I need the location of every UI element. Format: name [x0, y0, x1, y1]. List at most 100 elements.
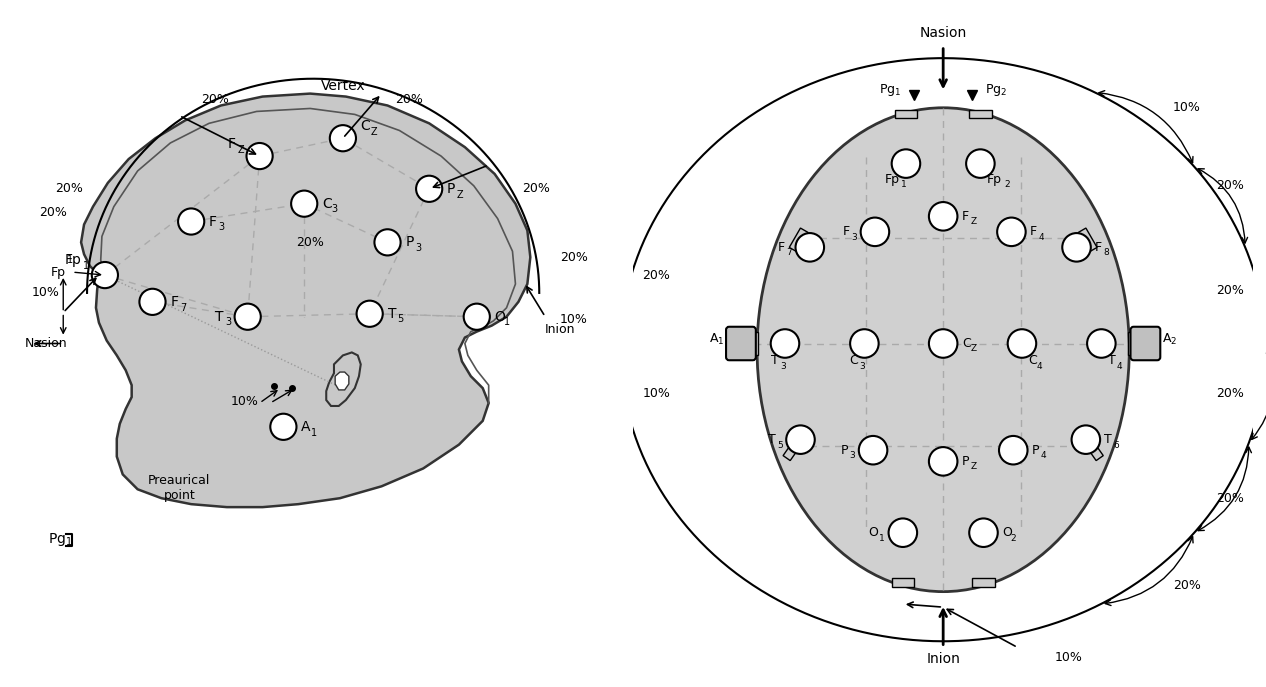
Text: 3: 3: [219, 222, 224, 232]
Circle shape: [1071, 425, 1100, 454]
Text: 4: 4: [1041, 451, 1046, 460]
Polygon shape: [1084, 438, 1103, 460]
Text: O: O: [1003, 526, 1012, 539]
Polygon shape: [789, 228, 808, 251]
Text: Pg$_2$: Pg$_2$: [985, 82, 1008, 98]
Text: F: F: [209, 214, 216, 229]
Polygon shape: [1079, 228, 1098, 251]
Text: C: C: [849, 354, 858, 368]
Text: 3: 3: [860, 362, 865, 371]
Text: F: F: [777, 241, 785, 254]
Text: P: P: [1032, 444, 1039, 457]
Text: 20%: 20%: [1217, 179, 1244, 192]
Text: 10%: 10%: [1055, 651, 1082, 664]
Text: F: F: [1095, 241, 1103, 254]
Circle shape: [1087, 329, 1115, 358]
Circle shape: [929, 447, 957, 475]
Text: Z: Z: [457, 190, 463, 199]
Text: Preaurical
point: Preaurical point: [148, 475, 210, 502]
Text: 10%: 10%: [560, 313, 587, 326]
Polygon shape: [743, 333, 758, 354]
Text: Fp: Fp: [885, 172, 900, 185]
Text: A: A: [301, 420, 310, 433]
Text: C: C: [1028, 354, 1037, 368]
Polygon shape: [891, 578, 914, 587]
Text: 20%: 20%: [642, 269, 670, 282]
Text: C: C: [962, 337, 971, 350]
Polygon shape: [784, 438, 803, 460]
Text: 10%: 10%: [642, 387, 670, 400]
Text: Vertex: Vertex: [320, 80, 365, 93]
Circle shape: [463, 304, 490, 330]
Circle shape: [998, 218, 1025, 246]
Text: T: T: [387, 307, 396, 321]
Circle shape: [970, 519, 998, 547]
Circle shape: [929, 202, 957, 231]
Text: 20%: 20%: [1217, 387, 1244, 400]
Circle shape: [247, 143, 272, 169]
Text: Pg$_1$: Pg$_1$: [48, 531, 73, 548]
Text: Fp: Fp: [51, 266, 66, 279]
Text: 10%: 10%: [230, 395, 258, 408]
Circle shape: [795, 233, 824, 262]
Circle shape: [929, 329, 957, 358]
Circle shape: [357, 301, 382, 327]
Text: P: P: [841, 444, 848, 457]
Text: 20%: 20%: [1217, 492, 1244, 505]
Text: Z: Z: [238, 145, 244, 155]
Text: Inion: Inion: [927, 653, 960, 666]
Circle shape: [999, 436, 1028, 464]
Text: 3: 3: [851, 233, 857, 242]
Text: T: T: [1108, 354, 1115, 368]
Text: F: F: [171, 295, 179, 309]
Circle shape: [291, 190, 318, 217]
Text: Z: Z: [971, 217, 976, 226]
Polygon shape: [335, 372, 349, 390]
Text: 1: 1: [310, 427, 316, 438]
Circle shape: [966, 149, 995, 178]
Text: P: P: [447, 182, 456, 196]
Text: T: T: [1104, 433, 1113, 446]
Text: 4: 4: [1038, 233, 1044, 242]
Text: 1: 1: [67, 255, 73, 265]
Text: O: O: [868, 526, 879, 539]
Text: 7: 7: [786, 248, 793, 257]
Text: F: F: [228, 137, 235, 151]
Text: 3: 3: [780, 362, 786, 371]
Circle shape: [858, 436, 887, 464]
Polygon shape: [895, 110, 917, 118]
Circle shape: [771, 329, 799, 358]
Text: T: T: [771, 354, 779, 368]
Circle shape: [786, 425, 815, 454]
FancyBboxPatch shape: [1131, 327, 1160, 360]
Circle shape: [139, 289, 166, 315]
Text: 2: 2: [1004, 180, 1009, 189]
Text: Z: Z: [971, 462, 976, 471]
Circle shape: [375, 229, 400, 256]
Text: C: C: [322, 196, 332, 211]
Text: 3: 3: [332, 204, 338, 214]
Text: Fp: Fp: [65, 254, 81, 267]
Text: 20%: 20%: [39, 206, 67, 219]
Circle shape: [330, 125, 356, 151]
Text: 3: 3: [849, 451, 856, 460]
Text: 20%: 20%: [1172, 579, 1200, 592]
Text: 20%: 20%: [560, 251, 587, 264]
Text: 6: 6: [1113, 440, 1119, 449]
Polygon shape: [327, 352, 361, 406]
Text: P: P: [405, 236, 414, 249]
Text: 10%: 10%: [1172, 101, 1200, 114]
Circle shape: [234, 304, 261, 330]
Circle shape: [1008, 329, 1036, 358]
Circle shape: [891, 149, 920, 178]
Text: 1: 1: [504, 317, 510, 328]
Circle shape: [861, 218, 889, 246]
Text: 3: 3: [225, 317, 232, 328]
Text: F: F: [843, 225, 851, 238]
Text: A$_2$: A$_2$: [1161, 333, 1177, 348]
Text: 7: 7: [180, 302, 186, 313]
Text: Z: Z: [971, 344, 976, 353]
Text: 20%: 20%: [56, 182, 84, 195]
Text: 2: 2: [1010, 534, 1017, 543]
Circle shape: [179, 208, 204, 235]
